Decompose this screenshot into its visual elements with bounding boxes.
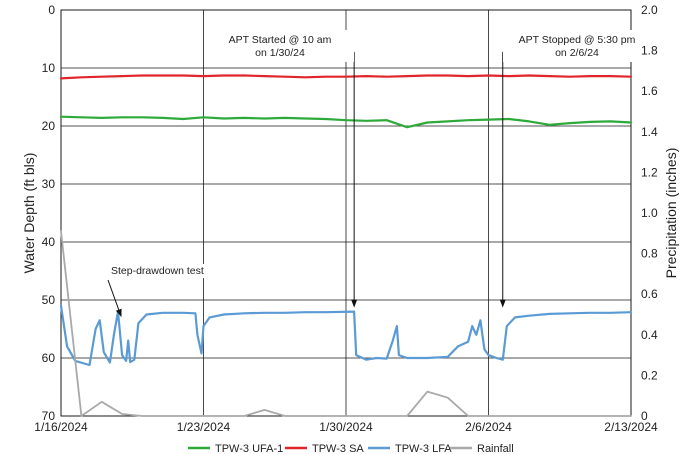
y2-tick-label: 0 <box>641 409 648 423</box>
y-tick-label: 20 <box>42 119 56 133</box>
x-tick-label: 1/30/2024 <box>319 420 373 434</box>
y-tick-label: 10 <box>42 61 56 75</box>
annotation-text: on 1/30/24 <box>255 47 305 59</box>
legend-item: TPW-3 SA <box>285 443 364 454</box>
y-tick-label: 70 <box>42 409 56 423</box>
series-line-tpw-3-ufa-1 <box>59 115 633 129</box>
series-line-tpw-3-sa <box>59 74 633 80</box>
y-axis-ticks: 0 10 20 30 40 50 60 70 <box>42 3 56 423</box>
y2-tick-label: 2.0 <box>641 3 658 17</box>
grid <box>60 9 632 417</box>
y2-tick-label: 1.6 <box>641 84 658 98</box>
y2-axis-ticks: 0 0.2 0.4 0.6 0.8 1.0 1.2 1.4 1.6 1.8 2.0 <box>641 3 658 423</box>
y-tick-label: 30 <box>42 177 56 191</box>
legend-label: Rainfall <box>477 443 514 454</box>
y2-tick-label: 0.8 <box>641 247 658 261</box>
y-tick-label: 40 <box>42 235 56 249</box>
annotation-text: APT Started @ 10 am <box>229 34 332 46</box>
x-tick-label: 1/16/2024 <box>34 420 88 434</box>
y-axis-title: Water Depth (ft bls) <box>21 153 37 274</box>
series-line-tpw-3-lfa <box>59 304 633 367</box>
y2-tick-label: 1.2 <box>641 165 658 179</box>
annotation-3: Step-drawdown test <box>107 264 205 318</box>
y-tick-label: 60 <box>42 351 56 365</box>
y2-tick-label: 1.0 <box>641 206 658 220</box>
legend: TPW-3 UFA-1 TPW-3 SA TPW-3 LFA Rainfall <box>188 443 514 454</box>
y2-tick-label: 1.8 <box>641 44 658 58</box>
annotation-arrow <box>107 279 122 318</box>
y-tick-label: 50 <box>42 293 56 307</box>
legend-item: Rainfall <box>450 443 514 454</box>
annotation-text: Step-drawdown test <box>111 265 204 277</box>
y2-tick-label: 0.6 <box>641 287 658 301</box>
annotation-box <box>503 30 635 62</box>
annotation-box <box>109 264 205 278</box>
x-tick-label: 2/6/2024 <box>465 420 512 434</box>
legend-label: TPW-3 LFA <box>395 443 452 454</box>
x-tick-label: 1/23/2024 <box>177 420 231 434</box>
annotation-text: on 2/6/24 <box>555 47 599 59</box>
legend-item: TPW-3 UFA-1 <box>188 443 283 454</box>
y2-tick-label: 1.4 <box>641 125 658 139</box>
series-line-rainfall <box>60 230 632 417</box>
x-axis-ticks: 1/16/2024 1/23/2024 1/30/2024 2/6/2024 2/13/… <box>34 420 658 434</box>
y2-axis-title: Precipitation (inches) <box>663 148 679 279</box>
y2-tick-label: 0.2 <box>641 368 658 382</box>
annotation-box <box>206 30 354 62</box>
legend-item: TPW-3 LFA <box>368 443 452 454</box>
legend-label: TPW-3 SA <box>312 443 364 454</box>
legend-label: TPW-3 UFA-1 <box>215 443 283 454</box>
y2-tick-label: 0.4 <box>641 328 658 342</box>
x-tick-label: 2/13/2024 <box>604 420 658 434</box>
annotation-text: APT Stopped @ 5:30 pm <box>519 34 636 46</box>
y-tick-label: 0 <box>48 3 55 17</box>
series-layer <box>59 74 633 417</box>
